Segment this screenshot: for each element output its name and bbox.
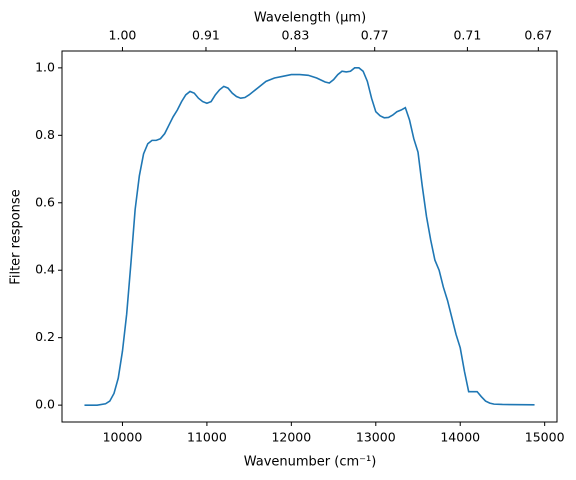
plot-frame	[61, 50, 558, 423]
y-tick-label: 0.2	[35, 329, 55, 344]
y-tick-label: 0.6	[35, 194, 55, 209]
y-tick-label: 0.0	[35, 397, 55, 412]
x2-tick-label: 0.71	[453, 28, 481, 43]
x-tick-label: 15000	[525, 430, 565, 445]
x2-tick-label: 0.77	[361, 28, 389, 43]
x2-tick-label: 1.00	[109, 28, 137, 43]
x-tick-label: 12000	[271, 430, 311, 445]
x-tick-label: 11000	[187, 430, 227, 445]
y-tick-label: 1.0	[35, 59, 55, 74]
x2-tick-label: 0.67	[524, 28, 552, 43]
y-tick-label: 0.4	[35, 262, 55, 277]
y-axis-label: Filter response	[9, 189, 24, 284]
y-tick-label: 0.8	[35, 127, 55, 142]
x-tick-label: 14000	[440, 430, 480, 445]
x-tick-label: 10000	[103, 430, 143, 445]
x-axis-label: Wavenumber (cm⁻¹)	[244, 455, 377, 470]
x-tick-label: 13000	[356, 430, 396, 445]
response-line	[84, 67, 535, 406]
x2-axis-label: Wavelength (μm)	[254, 11, 366, 26]
x2-tick-label: 0.91	[192, 28, 220, 43]
x2-tick-label: 0.83	[281, 28, 309, 43]
